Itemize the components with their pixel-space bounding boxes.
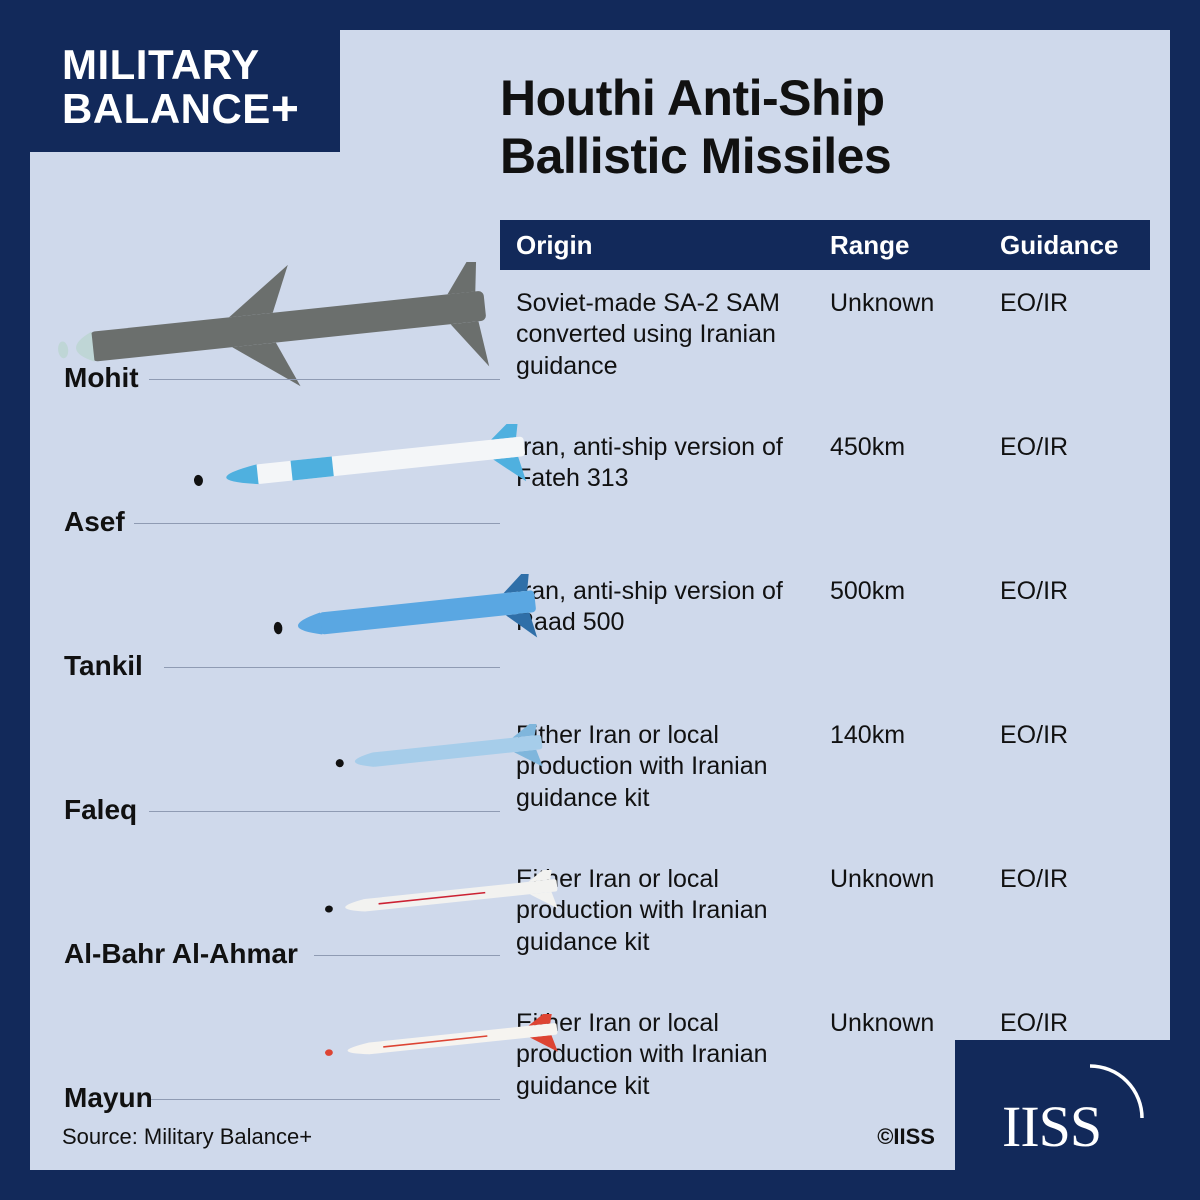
cell-range: 450km	[830, 432, 1000, 495]
missile-name: Al-Bahr Al-Ahmar	[64, 938, 298, 970]
title-text: Houthi Anti-ShipBallistic Missiles	[500, 70, 891, 184]
cell-guidance: EO/IR	[1000, 576, 1150, 639]
missile-icon	[335, 724, 553, 786]
missile-name: Asef	[64, 506, 125, 538]
data-cells: Soviet-made SA-2 SAM converted using Ira…	[500, 270, 1150, 382]
leader-line	[164, 667, 500, 668]
iiss-logo: IISS	[955, 1040, 1170, 1170]
cell-origin: Soviet-made SA-2 SAM converted using Ira…	[500, 288, 830, 382]
missile-name: Mohit	[64, 362, 139, 394]
cell-range: 140km	[830, 720, 1000, 814]
brand-line2: BALANCE	[62, 85, 271, 132]
missile-illustration: Al-Bahr Al-Ahmar	[60, 846, 500, 990]
cell-range: Unknown	[830, 864, 1000, 958]
leader-line	[149, 1099, 500, 1100]
missile-name: Tankil	[64, 650, 143, 682]
cell-origin: Iran, anti-ship version of Raad 500	[500, 576, 830, 639]
missile-illustration: Mohit	[60, 270, 500, 414]
data-cells: Iran, anti-ship version of Raad 500500km…	[500, 558, 1150, 639]
data-cells: Iran, anti-ship version of Fateh 313450k…	[500, 414, 1150, 495]
brand-line1: MILITARY	[62, 41, 260, 88]
cell-origin: Iran, anti-ship version of Fateh 313	[500, 432, 830, 495]
col-header-guidance: Guidance	[1000, 230, 1150, 261]
missile-name: Faleq	[64, 794, 137, 826]
table-header: Origin Range Guidance	[500, 220, 1150, 270]
table-row: Al-Bahr Al-Ahmar Either Iran or local pro…	[60, 846, 1150, 990]
table-row: Mohit Soviet-made SA-2 SAM converted usin…	[60, 270, 1150, 414]
missile-illustration: Mayun	[60, 990, 500, 1134]
table-row: Tankil Iran, anti-ship version of Raad 50…	[60, 558, 1150, 702]
panel: MILITARY BALANCE+ Houthi Anti-ShipBallis…	[30, 30, 1170, 1170]
table-row: Asef Iran, anti-ship version of Fateh 313…	[60, 414, 1150, 558]
data-cells: Either Iran or local production with Ira…	[500, 846, 1150, 958]
table-body: Mohit Soviet-made SA-2 SAM converted usin…	[60, 270, 1150, 1134]
leader-line	[149, 811, 500, 812]
cell-range: Unknown	[830, 288, 1000, 382]
col-header-origin: Origin	[500, 230, 830, 261]
missile-icon	[323, 870, 566, 929]
missile-illustration: Asef	[60, 414, 500, 558]
cell-range: 500km	[830, 576, 1000, 639]
data-cells: Either Iran or local production with Ira…	[500, 702, 1150, 814]
cell-guidance: EO/IR	[1000, 720, 1150, 814]
missile-name: Mayun	[64, 1082, 153, 1114]
table-row: Faleq Either Iran or local production wit…	[60, 702, 1150, 846]
missile-icon	[323, 1014, 566, 1072]
svg-text:IISS: IISS	[1002, 1094, 1101, 1158]
col-header-range: Range	[830, 230, 1000, 261]
source-text: Source: Military Balance+	[62, 1124, 312, 1150]
missile-icon	[192, 424, 536, 508]
page-title: Houthi Anti-ShipBallistic Missiles	[500, 70, 891, 185]
brand-logo: MILITARY BALANCE+	[30, 30, 340, 152]
leader-line	[134, 523, 500, 524]
leader-line	[149, 379, 500, 380]
missile-icon	[273, 574, 547, 660]
cell-guidance: EO/IR	[1000, 432, 1150, 495]
brand-plus: +	[271, 83, 300, 136]
cell-guidance: EO/IR	[1000, 288, 1150, 382]
missile-illustration: Tankil	[60, 558, 500, 702]
missile-illustration: Faleq	[60, 702, 500, 846]
leader-line	[314, 955, 500, 956]
cell-guidance: EO/IR	[1000, 864, 1150, 958]
copyright-text: ©IISS	[877, 1124, 935, 1150]
